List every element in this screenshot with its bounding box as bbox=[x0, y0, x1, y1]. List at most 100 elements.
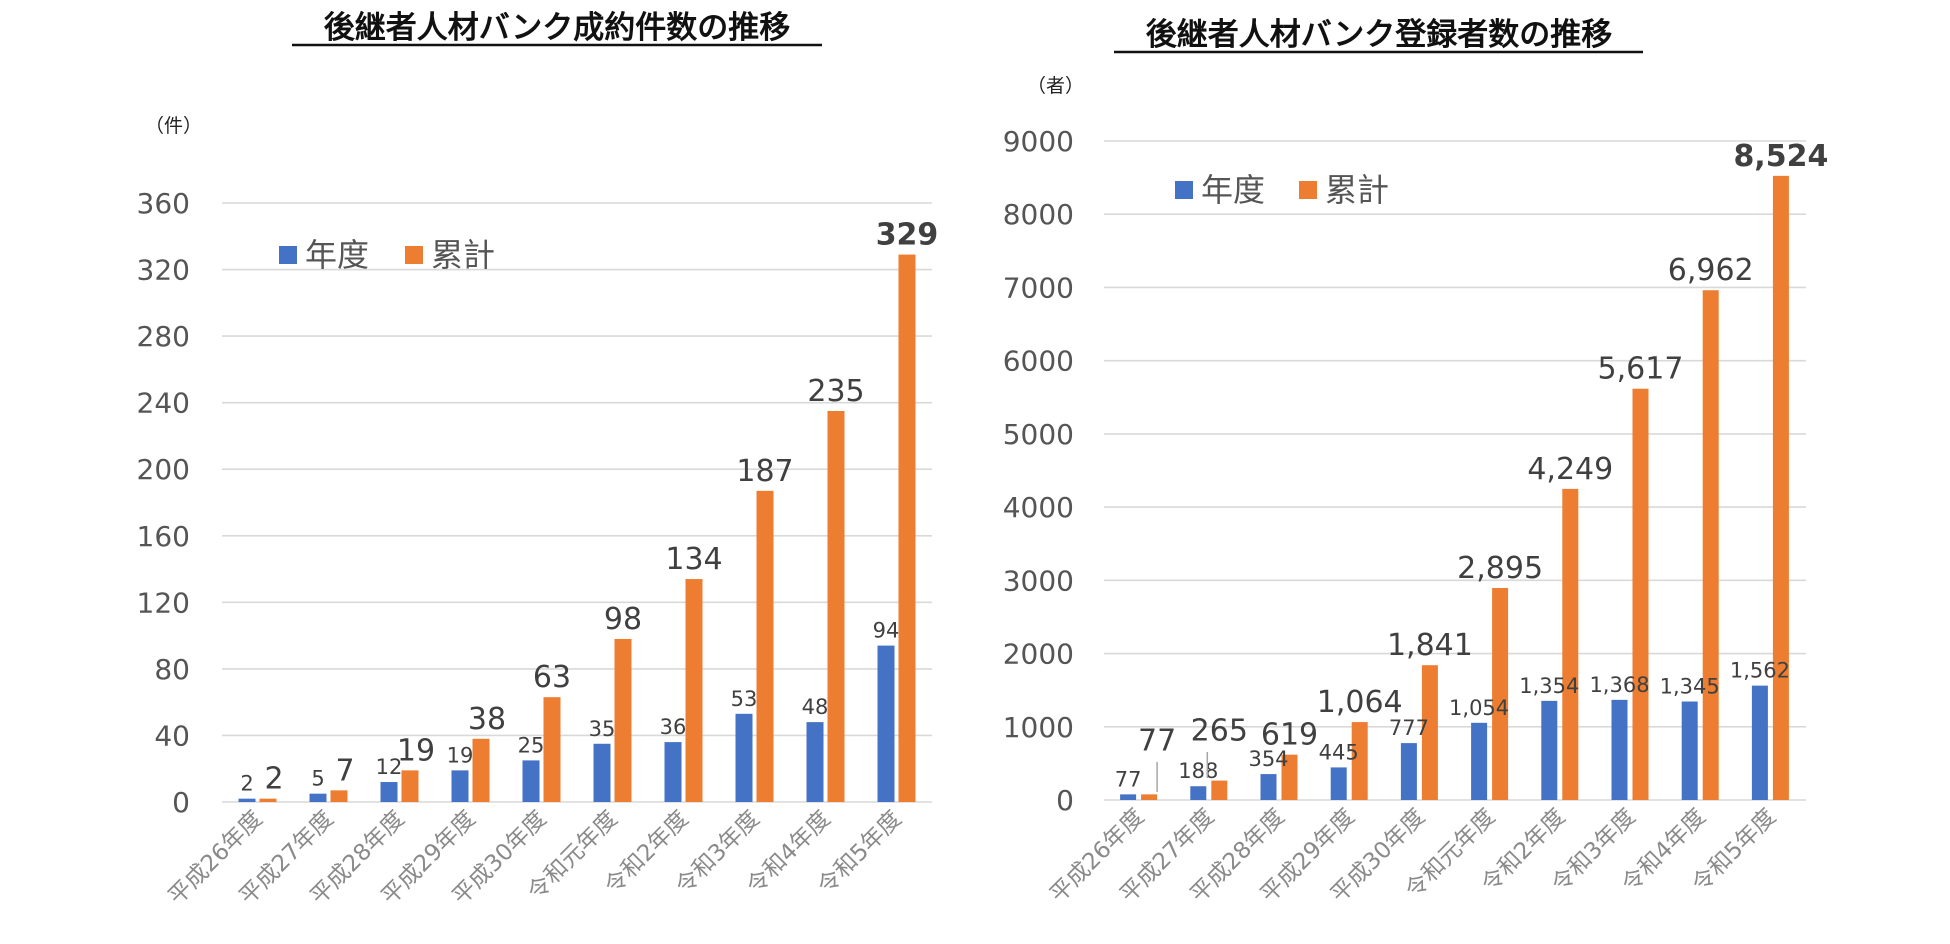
bar-annual bbox=[1260, 774, 1277, 800]
y-tick-label: 0 bbox=[172, 786, 190, 819]
y-tick-label: 120 bbox=[137, 586, 190, 619]
bar-annual bbox=[1611, 699, 1628, 800]
data-label-cumulative: 2,895 bbox=[1457, 551, 1543, 586]
bar-cumulative bbox=[1421, 665, 1438, 800]
bar-annual bbox=[1330, 767, 1347, 800]
bar-annual bbox=[238, 798, 256, 802]
data-label-cumulative: 77 bbox=[1138, 723, 1176, 758]
bar-annual bbox=[1541, 700, 1558, 800]
bar-annual bbox=[309, 793, 327, 802]
y-unit-label: （件） bbox=[145, 115, 202, 137]
bar-annual bbox=[735, 713, 753, 802]
chart-legend: 年度 累計 bbox=[1175, 171, 1389, 209]
registrants-chart: 後継者人材バンク登録者数の推移 （者） 0 1000 2000 3000 4000 500… bbox=[1003, 17, 1829, 908]
bar-cumulative bbox=[472, 738, 490, 802]
bar-cumulative bbox=[543, 697, 561, 802]
data-label-annual: 2 bbox=[240, 772, 253, 796]
bar-annual bbox=[1471, 722, 1488, 800]
y-tick-label: 200 bbox=[137, 453, 190, 486]
data-label-annual: 5 bbox=[311, 767, 324, 791]
y-tick-label: 6000 bbox=[1003, 345, 1074, 378]
data-label-cumulative: 1,064 bbox=[1317, 685, 1403, 720]
data-label-annual: 53 bbox=[731, 687, 758, 711]
data-label-cumulative: 329 bbox=[876, 218, 939, 253]
data-label-annual: 354 bbox=[1248, 747, 1288, 771]
data-label-annual: 1,368 bbox=[1589, 673, 1649, 697]
data-label-annual: 12 bbox=[376, 755, 403, 779]
bar-cumulative bbox=[1632, 388, 1649, 800]
bar-cumulative bbox=[685, 579, 703, 802]
bar-cumulative bbox=[259, 798, 277, 802]
legend-swatch-annual bbox=[1175, 181, 1193, 199]
contracts-chart: 後継者人材バンク成約件数の推移 （件） 0 40 80 120 160 200 240 280… bbox=[137, 10, 939, 910]
bar-annual bbox=[451, 770, 469, 802]
bar-cumulative bbox=[1351, 722, 1368, 800]
data-label-annual: 1,345 bbox=[1660, 675, 1720, 699]
data-label-cumulative: 619 bbox=[1261, 718, 1318, 753]
legend-label-annual: 年度 bbox=[305, 236, 369, 274]
bar-annual bbox=[1120, 794, 1137, 800]
data-label-annual: 36 bbox=[660, 715, 687, 739]
bar-cumulative bbox=[1562, 488, 1579, 800]
legend-swatch-cumulative bbox=[1299, 181, 1317, 199]
bar-cumulative bbox=[401, 770, 419, 802]
chart-title: 後継者人材バンク登録者数の推移 bbox=[1146, 17, 1613, 53]
data-label-cumulative: 265 bbox=[1191, 714, 1248, 749]
y-tick-label: 2000 bbox=[1003, 638, 1074, 671]
bar-annual bbox=[806, 722, 824, 802]
data-label-annual: 1,354 bbox=[1519, 674, 1579, 698]
legend-swatch-annual bbox=[279, 246, 297, 264]
y-tick-label: 280 bbox=[137, 320, 190, 353]
y-tick-label: 0 bbox=[1056, 784, 1074, 817]
data-label-cumulative: 8,524 bbox=[1733, 139, 1828, 174]
y-tick-label: 9000 bbox=[1003, 125, 1074, 158]
data-label-cumulative: 19 bbox=[397, 733, 435, 768]
data-label-cumulative: 2 bbox=[264, 762, 283, 797]
bar-cumulative bbox=[827, 410, 845, 802]
y-tick-label: 160 bbox=[137, 520, 190, 553]
bar-annual bbox=[877, 645, 895, 802]
data-label-annual: 48 bbox=[802, 695, 829, 719]
data-label-cumulative: 187 bbox=[736, 454, 793, 489]
y-tick-label: 5000 bbox=[1003, 418, 1074, 451]
y-unit-label: （者） bbox=[1027, 75, 1084, 97]
data-label-cumulative: 38 bbox=[468, 702, 506, 737]
bar-cumulative bbox=[614, 638, 632, 802]
bar-cumulative bbox=[898, 254, 916, 802]
y-tick-label: 8000 bbox=[1003, 198, 1074, 231]
data-label-cumulative: 1,841 bbox=[1387, 628, 1473, 663]
data-label-annual: 77 bbox=[1115, 767, 1142, 791]
data-label-cumulative: 235 bbox=[807, 374, 864, 409]
chart-legend: 年度 累計 bbox=[279, 236, 495, 274]
y-tick-label: 4000 bbox=[1003, 491, 1074, 524]
bar-annual bbox=[593, 743, 611, 802]
bar-cumulative bbox=[1281, 754, 1298, 800]
data-label-cumulative: 5,617 bbox=[1598, 352, 1684, 387]
data-label-annual: 35 bbox=[589, 717, 616, 741]
data-label-cumulative: 98 bbox=[604, 602, 642, 637]
bar-annual bbox=[522, 760, 540, 802]
bar-cumulative bbox=[1772, 175, 1789, 801]
data-label-annual: 1,054 bbox=[1449, 696, 1509, 720]
legend-swatch-cumulative bbox=[405, 246, 423, 264]
bar-cumulative bbox=[1141, 794, 1158, 800]
legend-label-cumulative: 累計 bbox=[431, 236, 495, 274]
data-label-annual: 1,562 bbox=[1730, 659, 1790, 683]
data-label-cumulative: 6,962 bbox=[1668, 253, 1754, 288]
bar-annual bbox=[1400, 743, 1417, 800]
y-tick-label: 40 bbox=[154, 719, 190, 752]
data-label-annual: 188 bbox=[1178, 759, 1218, 783]
bar-annual bbox=[1190, 786, 1207, 800]
data-label-annual: 19 bbox=[447, 743, 474, 767]
y-tick-label: 7000 bbox=[1003, 271, 1074, 304]
bar-annual bbox=[380, 782, 398, 802]
chart-title: 後継者人材バンク成約件数の推移 bbox=[324, 10, 791, 46]
bar-annual bbox=[664, 742, 682, 802]
bar-cumulative bbox=[1492, 588, 1509, 800]
bar-annual bbox=[1681, 701, 1698, 800]
y-tick-label: 1000 bbox=[1003, 711, 1074, 744]
bar-cumulative bbox=[756, 490, 774, 802]
y-tick-label: 240 bbox=[137, 387, 190, 420]
legend-label-annual: 年度 bbox=[1201, 171, 1265, 209]
y-tick-label: 360 bbox=[137, 187, 190, 220]
